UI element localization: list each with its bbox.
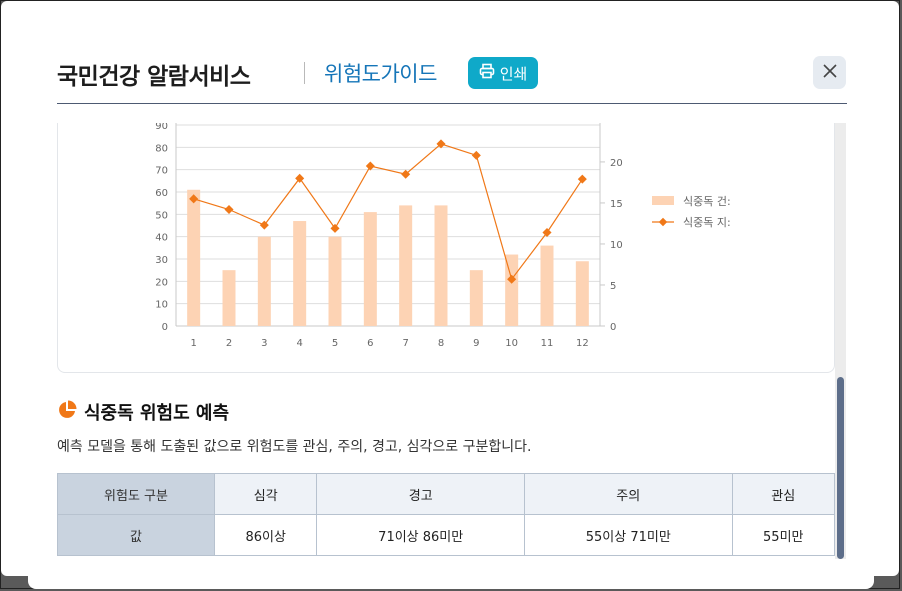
modal-subtitle: 위험도가이드 bbox=[324, 62, 437, 86]
title-divider bbox=[304, 62, 305, 84]
y-left-tick-label: 50 bbox=[155, 210, 168, 221]
table-col-warning: 경고 bbox=[316, 473, 525, 515]
risk-guide-modal: 국민건강 알람서비스 위험도가이드 인쇄 0 10 20 30 40 50 60 70 80 9 bbox=[1, 1, 899, 576]
legend-bar-swatch bbox=[652, 196, 674, 205]
series-line bbox=[193, 143, 583, 281]
table-cell: 71이상 86미만 bbox=[316, 514, 525, 556]
line-point bbox=[471, 150, 481, 160]
table-cell: 86이상 bbox=[213, 514, 318, 556]
print-label: 인쇄 bbox=[499, 64, 528, 83]
y-left-tick-label: 10 bbox=[155, 300, 168, 311]
printer-icon bbox=[479, 63, 495, 83]
x-tick-label: 2 bbox=[226, 338, 232, 349]
x-tick-label: 12 bbox=[576, 338, 589, 349]
x-tick-label: 1 bbox=[190, 338, 196, 349]
y-left-tick-label: 60 bbox=[155, 188, 168, 199]
modal-content[interactable]: 0 10 20 30 40 50 60 70 80 90 0 5 10 15 20 1 2 3 4 5 6 7 8 9 10 11… bbox=[57, 123, 835, 563]
x-tick-label: 4 bbox=[296, 338, 302, 349]
section-header: 식중독 위험도 예측 bbox=[57, 399, 229, 425]
x-tick-label: 10 bbox=[505, 338, 518, 349]
bar bbox=[222, 270, 236, 326]
bar bbox=[540, 245, 554, 326]
x-tick-label: 3 bbox=[261, 338, 267, 349]
scrollbar-thumb[interactable] bbox=[837, 377, 844, 559]
x-tick-label: 5 bbox=[332, 338, 338, 349]
y-left-tick-label: 30 bbox=[155, 255, 168, 266]
modal-title: 국민건강 알람서비스 bbox=[57, 64, 251, 90]
y-left-tick-label: 40 bbox=[155, 233, 168, 244]
table-col-serious: 심각 bbox=[213, 473, 318, 515]
y-right-tick-label: 0 bbox=[610, 322, 616, 333]
table-row-header: 값 bbox=[57, 514, 215, 556]
line-point bbox=[542, 227, 552, 237]
scrollbar[interactable] bbox=[835, 123, 846, 559]
bar bbox=[469, 270, 483, 326]
line-point bbox=[259, 220, 269, 230]
legend-label-line: 식중독 지: bbox=[683, 216, 731, 229]
line-point bbox=[295, 173, 305, 183]
y-left-tick-label: 70 bbox=[155, 166, 168, 177]
line-point bbox=[401, 169, 411, 179]
y-right-tick-label: 5 bbox=[610, 281, 616, 292]
x-tick-label: 7 bbox=[402, 338, 408, 349]
bar bbox=[363, 212, 377, 326]
table-col-caution: 주의 bbox=[523, 473, 733, 515]
bar bbox=[505, 254, 519, 326]
bar bbox=[257, 236, 271, 326]
section-description: 예측 모델을 통해 도출된 값으로 위험도를 관심, 주의, 경고, 심각으로 … bbox=[57, 439, 532, 455]
print-button[interactable]: 인쇄 bbox=[468, 57, 538, 89]
chart-card: 0 10 20 30 40 50 60 70 80 90 0 5 10 15 20 1 2 3 4 5 6 7 8 9 10 11… bbox=[57, 123, 835, 373]
table-cell: 55이상 71미만 bbox=[523, 514, 733, 556]
risk-level-table: 위험도 구분 심각 경고 주의 관심 값 86이상 71이상 86미만 55이상… bbox=[57, 473, 835, 556]
y-left-tick-label: 80 bbox=[155, 143, 168, 154]
modal-header: 국민건강 알람서비스 위험도가이드 인쇄 bbox=[57, 49, 847, 104]
x-tick-label: 6 bbox=[367, 338, 373, 349]
section-title: 식중독 위험도 예측 bbox=[84, 403, 230, 424]
close-button[interactable] bbox=[813, 56, 846, 89]
pie-chart-icon bbox=[57, 400, 77, 425]
table-row: 값 86이상 71이상 86미만 55이상 71미만 55미만 bbox=[57, 514, 835, 556]
line-point bbox=[330, 223, 340, 233]
y-right-tick-label: 20 bbox=[610, 158, 623, 169]
close-icon bbox=[822, 63, 838, 83]
bar bbox=[434, 205, 448, 326]
y-left-tick-label: 90 bbox=[155, 123, 168, 132]
bar bbox=[399, 205, 413, 326]
y-left-tick-label: 0 bbox=[162, 322, 168, 333]
bar bbox=[328, 236, 342, 326]
table-col-interest: 관심 bbox=[731, 473, 835, 515]
bar bbox=[187, 189, 201, 326]
x-tick-label: 9 bbox=[473, 338, 479, 349]
legend-line-marker bbox=[658, 217, 668, 227]
table-header-row: 위험도 구분 심각 경고 주의 관심 bbox=[57, 473, 835, 515]
table-row-header: 위험도 구분 bbox=[57, 473, 215, 515]
line-point bbox=[224, 204, 234, 215]
legend-label-bar: 식중독 건: bbox=[683, 195, 731, 208]
x-tick-label: 8 bbox=[438, 338, 444, 349]
y-left-tick-label: 20 bbox=[155, 277, 168, 288]
bar bbox=[293, 221, 307, 326]
table-cell: 55미만 bbox=[731, 514, 835, 556]
line-point bbox=[577, 174, 587, 184]
y-right-tick-label: 15 bbox=[610, 199, 623, 210]
bar bbox=[575, 261, 589, 326]
x-tick-label: 11 bbox=[541, 338, 554, 349]
y-right-tick-label: 10 bbox=[610, 240, 623, 251]
